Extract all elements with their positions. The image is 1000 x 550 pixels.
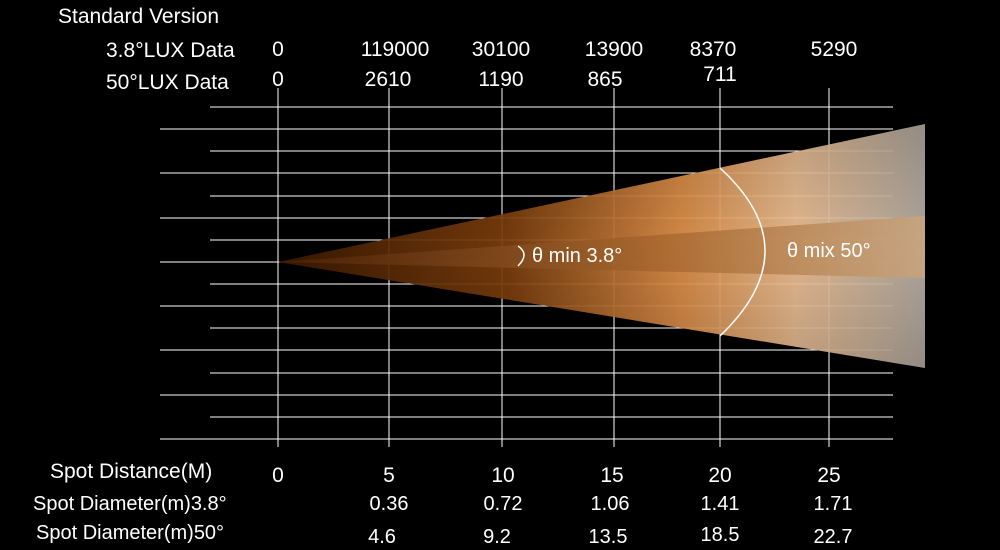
diameter-wide-value: 18.5 [700, 524, 740, 546]
lux-wide-label: 50°LUX Data [106, 71, 229, 94]
distance-value: 10 [491, 464, 515, 487]
diagram-title: Standard Version [58, 5, 220, 28]
wide-angle-label: θ mix 50° [787, 240, 871, 262]
lux-wide-value: 0 [272, 68, 284, 91]
narrow-angle-arc [517, 245, 525, 267]
distance-label: Spot Distance(M) [50, 460, 213, 483]
lux-wide-value: 2610 [364, 68, 412, 91]
diameter-wide-label: Spot Diameter(m)50° [36, 522, 225, 544]
diameter-wide-value: 13.5 [588, 526, 628, 548]
wide-angle-arc [719, 167, 766, 337]
lux-narrow-value: 8370 [689, 38, 737, 61]
lux-narrow-value: 0 [272, 38, 284, 61]
diameter-narrow-value: 0.36 [369, 493, 409, 515]
diameter-narrow-value: 1.71 [813, 493, 853, 515]
diameter-narrow-value: 0.72 [483, 493, 523, 515]
lux-narrow-value: 13900 [584, 38, 644, 61]
distance-value: 25 [817, 464, 841, 487]
diameter-wide-value: 4.6 [368, 526, 396, 548]
lux-narrow-value: 5290 [810, 38, 858, 61]
distance-value: 15 [600, 464, 624, 487]
lux-narrow-value: 119000 [360, 38, 430, 61]
lux-wide-value: 1190 [478, 68, 524, 91]
lux-narrow-label: 3.8°LUX Data [106, 39, 235, 62]
lux-wide-value: 865 [587, 68, 623, 91]
diameter-narrow-label: Spot Diameter(m)3.8° [33, 493, 227, 515]
lux-narrow-value: 30100 [471, 38, 531, 61]
distance-value: 5 [383, 464, 395, 487]
distance-value: 20 [708, 464, 732, 487]
lux-wide-value: 711 [703, 63, 737, 86]
diameter-wide-value: 9.2 [483, 526, 511, 548]
distance-value: 0 [272, 464, 284, 487]
diameter-narrow-value: 1.06 [590, 493, 630, 515]
diameter-wide-value: 22.7 [813, 526, 853, 548]
narrow-angle-label: θ min 3.8° [532, 245, 623, 267]
diameter-narrow-value: 1.41 [700, 493, 740, 515]
